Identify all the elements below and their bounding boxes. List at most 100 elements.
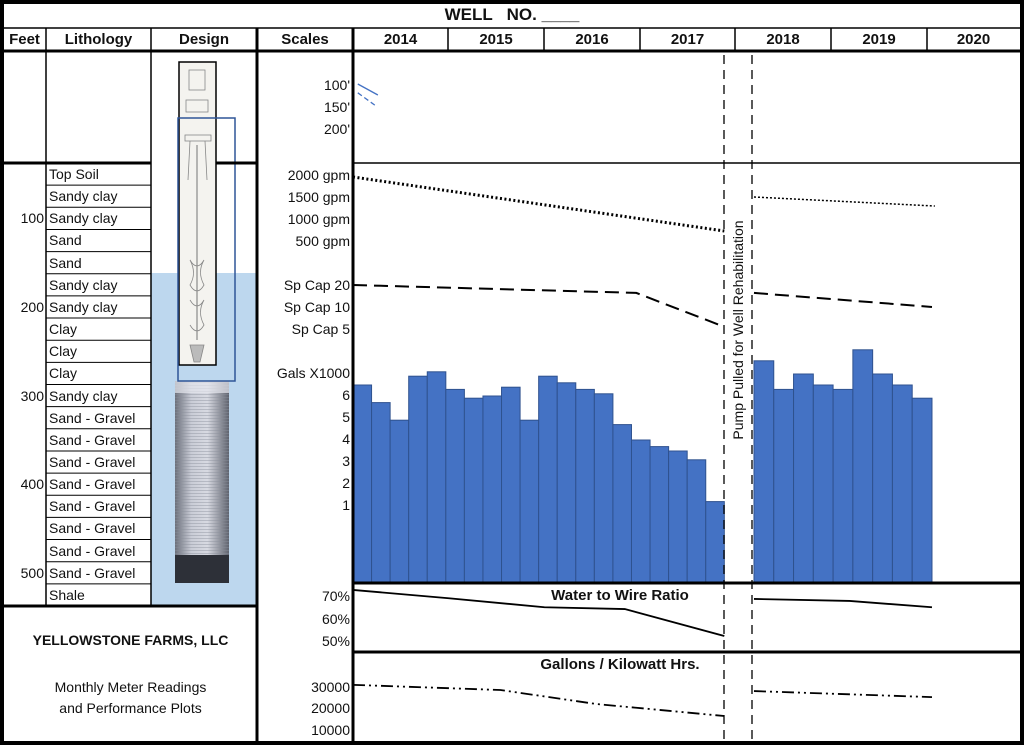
page-title: WELL NO. ____ [444, 5, 580, 24]
header-year: 2016 [575, 31, 609, 48]
lithology-layer: Sand - Gravel [49, 453, 136, 470]
rehab-period-lines [723, 55, 753, 743]
scale-gals: 4 [342, 431, 350, 447]
gpm-line [352, 175, 725, 233]
pump-image [178, 61, 217, 366]
production-bar [649, 446, 670, 584]
depth-label: 500 [20, 564, 44, 581]
header-year: 2015 [479, 31, 513, 48]
scale-gals: 2 [342, 475, 350, 491]
well-screen-image [175, 381, 229, 583]
production-bar [832, 388, 854, 584]
production-bar [668, 450, 688, 584]
scale-depth: 200' [323, 121, 350, 137]
scale-spcap: Sp Cap 10 [283, 299, 350, 315]
production-bar [426, 371, 447, 584]
scale-gpm: 1000 gpm [287, 211, 350, 227]
production-bar [371, 402, 391, 584]
scale-kwh: 20000 [311, 700, 350, 716]
scale-kwh: 10000 [311, 722, 350, 738]
lithology-layer: Sand - Gravel [49, 409, 136, 426]
header-year: 2018 [766, 31, 800, 48]
scale-gals: 3 [342, 453, 350, 469]
header-lithology: Lithology [64, 31, 133, 48]
depth-label: 400 [20, 476, 44, 493]
lithology-layer: Clay [49, 321, 78, 338]
scale-ww: 50% [321, 633, 350, 649]
subtitle-line2: and Performance Plots [59, 700, 202, 716]
depth-label: 200 [20, 298, 44, 315]
lithology-layer: Sand - Gravel [49, 498, 136, 515]
header-scales: Scales [281, 31, 329, 48]
scale-gpm: 500 gpm [295, 233, 350, 249]
production-bar [911, 397, 933, 584]
production-bar [612, 424, 632, 584]
production-bar [753, 360, 775, 584]
spcap-line [352, 284, 725, 328]
water-to-wire-line [352, 589, 725, 637]
production-bar [686, 459, 707, 584]
water-to-wire-line [753, 598, 933, 609]
company-name: YELLOWSTONE FARMS, LLC [32, 632, 229, 648]
header-year: 2014 [383, 31, 418, 48]
scale-depth: 150' [323, 99, 350, 115]
production-bar [773, 388, 795, 584]
pump-column-outline [177, 117, 236, 382]
lithology-layer: Shale [49, 586, 85, 603]
lithology-layer: Clay [49, 365, 78, 382]
production-bar [352, 384, 373, 584]
depth-line-dashed [357, 92, 377, 107]
production-bar [482, 395, 503, 584]
lithology-layer: Clay [49, 343, 78, 360]
production-bar [389, 419, 410, 584]
kwh-title: Gallons / Kilowatt Hrs. [540, 656, 700, 673]
header-feet: Feet [9, 31, 40, 48]
scale-gals: 1 [342, 497, 350, 513]
lithology-layer: Sandy clay [49, 188, 118, 205]
ww-title: Water to Wire Ratio [551, 587, 689, 604]
header-design: Design [178, 31, 229, 48]
production-bar [575, 388, 595, 584]
lithology-layer: Sand - Gravel [49, 520, 136, 537]
production-bar [705, 501, 725, 584]
production-bar [593, 393, 614, 584]
production-bar [852, 349, 874, 584]
production-bar [793, 373, 814, 584]
scale-gals: Gals X1000 [276, 365, 350, 381]
lithology-layer: Sand - Gravel [49, 564, 136, 581]
production-bar [519, 419, 540, 584]
scale-ww: 60% [321, 611, 350, 627]
production-bar [538, 375, 558, 584]
lithology-layer: Sand [49, 232, 82, 249]
production-bar [630, 439, 651, 584]
rehab-annotation: Pump Pulled for Well Rehabilitation [730, 218, 746, 442]
scale-kwh: 30000 [311, 679, 350, 695]
lithology-layer: Top Soil [49, 166, 99, 182]
scale-gals: 6 [342, 387, 350, 403]
depth-line [357, 83, 379, 96]
production-bar [463, 397, 484, 584]
lithology-layer: Sand - Gravel [49, 431, 136, 448]
depth-label: 100 [20, 210, 44, 227]
lithology-layer: Sandy clay [49, 298, 118, 315]
lithology-layer: Sandy clay [49, 387, 118, 404]
scale-spcap: Sp Cap 20 [283, 277, 350, 293]
lithology-layer: Sandy clay [49, 276, 118, 293]
production-bar [872, 373, 893, 584]
scale-gpm: 2000 gpm [287, 167, 350, 183]
production-bar [891, 384, 913, 584]
gallons-per-kwh-line [753, 690, 933, 699]
gpm-line [753, 196, 935, 207]
header-year: 2017 [670, 31, 705, 48]
lithology-layer: Sandy clay [49, 210, 118, 227]
production-bar [445, 388, 465, 584]
gallons-per-kwh-line [352, 683, 725, 717]
spcap-line [753, 291, 933, 308]
subtitle-line1: Monthly Meter Readings [54, 679, 207, 695]
lithology-layer: Sand [49, 254, 82, 271]
production-bar [501, 386, 521, 584]
header-year: 2019 [862, 31, 896, 48]
lithology-layer: Sand - Gravel [49, 476, 136, 493]
